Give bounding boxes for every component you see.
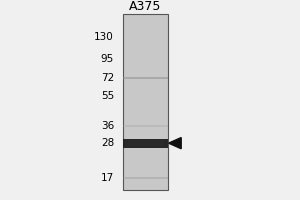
Bar xyxy=(128,140,164,146)
Bar xyxy=(123,125,168,127)
Bar xyxy=(123,139,168,148)
Text: 72: 72 xyxy=(101,73,114,83)
Bar xyxy=(123,14,168,190)
Text: 55: 55 xyxy=(101,91,114,101)
Text: 95: 95 xyxy=(101,54,114,64)
Bar xyxy=(123,177,168,179)
Text: 130: 130 xyxy=(94,32,114,42)
Text: A375: A375 xyxy=(129,0,162,14)
Polygon shape xyxy=(169,138,181,149)
Bar xyxy=(123,77,168,79)
Text: 36: 36 xyxy=(101,121,114,131)
Text: 17: 17 xyxy=(101,173,114,183)
Text: 28: 28 xyxy=(101,138,114,148)
